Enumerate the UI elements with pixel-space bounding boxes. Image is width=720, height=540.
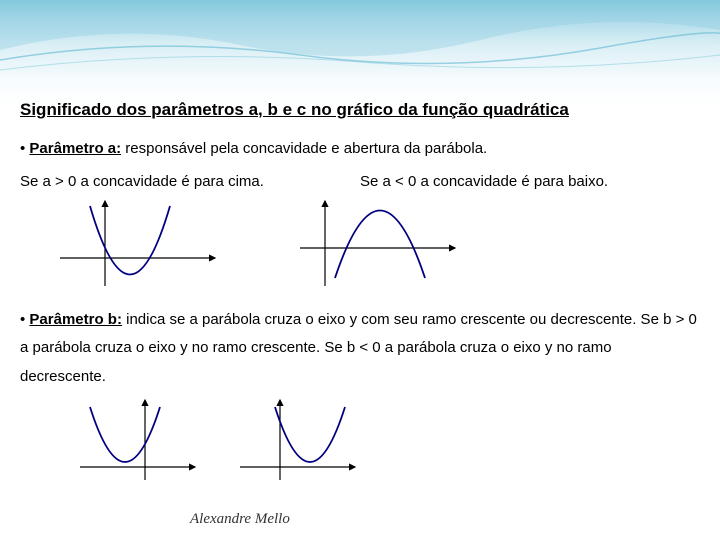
- graph-b-negative: [240, 397, 360, 482]
- graph-parabola-down: [300, 198, 460, 288]
- graphs-row-a: [20, 198, 700, 288]
- graph-b-positive: [80, 397, 200, 482]
- param-a-text: responsável pela concavidade e abertura …: [121, 140, 487, 157]
- author-credit: Alexandre Mello: [190, 511, 290, 528]
- param-a-line: • Parâmetro a: responsável pela concavid…: [20, 138, 700, 161]
- param-a-label: Parâmetro a:: [29, 140, 121, 157]
- param-b-label: Parâmetro b:: [29, 311, 122, 328]
- graphs-row-b: [20, 397, 700, 482]
- graph-parabola-up: [60, 198, 220, 288]
- caption-a-positive: Se a > 0 a concavidade é para cima.: [20, 173, 320, 190]
- slide-content: Significado dos parâmetros a, b e c no g…: [0, 0, 720, 482]
- param-b-para: • Parâmetro b: indica se a parábola cruz…: [20, 306, 700, 392]
- caption-a-negative: Se a < 0 a concavidade é para baixo.: [360, 173, 608, 190]
- param-b-text: indica se a parábola cruza o eixo y com …: [20, 311, 697, 385]
- param-a-captions: Se a > 0 a concavidade é para cima. Se a…: [20, 173, 700, 190]
- slide-title: Significado dos parâmetros a, b e c no g…: [20, 100, 700, 120]
